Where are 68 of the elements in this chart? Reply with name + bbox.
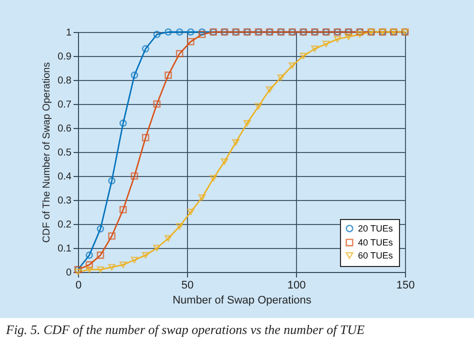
point <box>244 120 251 126</box>
point <box>187 208 194 216</box>
point <box>96 252 104 259</box>
point <box>277 74 285 81</box>
y-tick-label: 0.7 <box>58 100 72 110</box>
y-tick-label: 0.1 <box>58 244 72 254</box>
point <box>153 244 161 252</box>
legend-label: 20 TUEs <box>358 224 394 234</box>
point <box>108 264 116 270</box>
point <box>198 28 206 36</box>
caption: Fig. 5. CDF of the number of swap operations vs the number of TUE <box>5 321 366 339</box>
legend-label: 60 TUEs <box>358 250 394 260</box>
y-tick-label: 0.3 <box>58 196 72 206</box>
point <box>96 225 104 232</box>
point <box>288 62 296 69</box>
legend-label: 40 TUEs <box>358 238 394 248</box>
point <box>322 40 330 48</box>
y-axis-title: CDF of The Number of Swap Operations <box>42 62 53 243</box>
point <box>130 256 138 264</box>
point <box>142 134 150 142</box>
x-tick-label: 0 <box>75 280 82 292</box>
y-tick-label: 0.5 <box>58 148 72 158</box>
point <box>108 232 116 240</box>
y-tick-label: 0.6 <box>58 124 72 134</box>
x-tick-label: 100 <box>287 280 306 292</box>
point <box>119 206 127 214</box>
point <box>266 86 274 93</box>
point <box>142 45 150 52</box>
y-tick-label: 0 <box>66 268 72 278</box>
point <box>164 72 172 79</box>
point <box>119 262 127 268</box>
point <box>232 139 240 146</box>
point <box>119 120 127 127</box>
point <box>142 252 150 258</box>
x-tick-label: 50 <box>181 280 194 292</box>
point <box>130 72 138 79</box>
point <box>210 175 218 182</box>
point <box>356 31 364 38</box>
point <box>311 46 318 52</box>
point <box>334 36 342 42</box>
y-tick-label: 0.8 <box>58 76 72 86</box>
point <box>198 194 206 201</box>
y-tick-label: 0.2 <box>58 220 72 230</box>
point <box>164 235 172 242</box>
point <box>176 28 184 36</box>
point <box>176 223 184 230</box>
y-tick-label: 0.9 <box>58 52 72 62</box>
point <box>187 38 194 46</box>
point <box>96 266 104 273</box>
point <box>86 252 93 259</box>
point <box>300 52 308 60</box>
point <box>198 30 206 38</box>
point <box>86 261 93 268</box>
y-tick-label: 0.4 <box>58 172 72 182</box>
point <box>187 28 194 36</box>
point <box>153 30 161 38</box>
x-axis-title: Number of Swap Operations <box>172 294 312 306</box>
x-tick-label: 150 <box>396 280 415 292</box>
point <box>176 50 184 58</box>
point <box>220 158 228 165</box>
y-tick-label: 1 <box>66 28 72 38</box>
point <box>86 266 93 273</box>
point <box>254 103 262 110</box>
point <box>130 172 138 180</box>
point <box>153 100 161 108</box>
point <box>108 177 116 184</box>
point <box>164 28 172 36</box>
point <box>344 34 352 40</box>
